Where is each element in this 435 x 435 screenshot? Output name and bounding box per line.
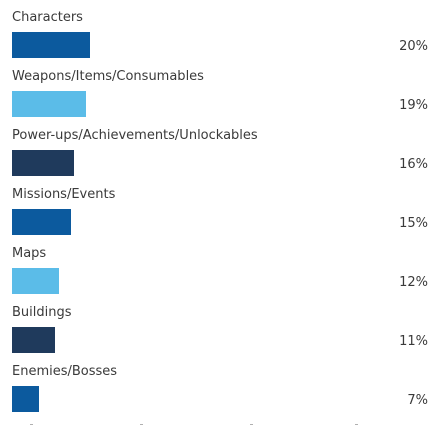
bar: [12, 209, 71, 235]
divider: [30, 424, 33, 425]
bar: [12, 386, 39, 412]
divider: [355, 424, 358, 425]
bar: [12, 327, 55, 353]
category-label: Buildings: [12, 305, 72, 320]
category-label: Enemies/Bosses: [12, 364, 118, 379]
category-label: Power-ups/Achievements/Unlockables: [12, 128, 258, 143]
divider: [140, 424, 143, 425]
category-label: Characters: [12, 10, 83, 25]
value-label: 12%: [399, 275, 428, 290]
value-label: 15%: [399, 216, 428, 231]
value-label: 19%: [399, 98, 428, 113]
value-label: 7%: [407, 393, 428, 408]
bar: [12, 32, 90, 58]
bar: [12, 91, 86, 117]
category-label: Weapons/Items/Consumables: [12, 69, 204, 84]
value-label: 20%: [399, 39, 428, 54]
bar: [12, 268, 59, 294]
category-label: Missions/Events: [12, 187, 116, 202]
divider: [250, 424, 253, 425]
bar: [12, 150, 74, 176]
value-label: 16%: [399, 157, 428, 172]
value-label: 11%: [399, 334, 428, 349]
category-label: Maps: [12, 246, 47, 261]
